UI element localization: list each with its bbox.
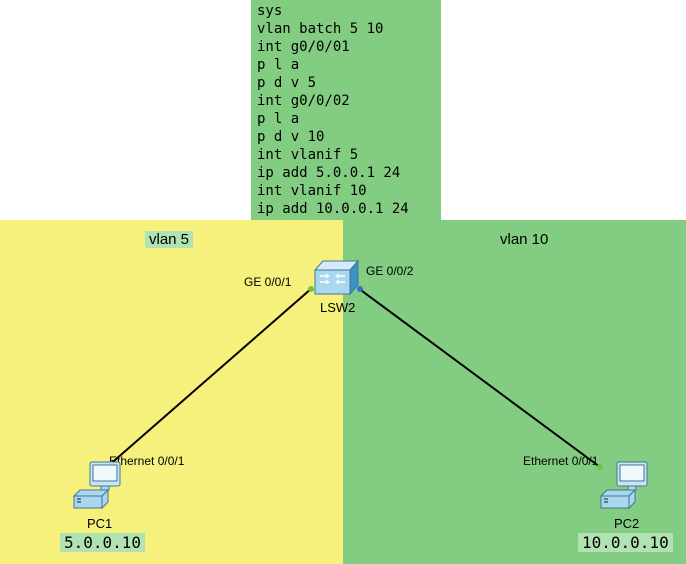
- pc-icon: [68, 460, 128, 516]
- vlan5-label: vlan 5: [145, 231, 193, 248]
- port-label: GE 0/0/1: [244, 275, 291, 289]
- port-label: GE 0/0/2: [366, 264, 413, 278]
- pc1-label: PC1: [87, 516, 112, 531]
- switch-label: LSW2: [320, 300, 355, 315]
- vlan10-label: vlan 10: [500, 231, 548, 248]
- pc1-ip: 5.0.0.10: [60, 533, 145, 552]
- pc2-node[interactable]: [595, 460, 655, 519]
- pc1-node[interactable]: [68, 460, 128, 519]
- region-vlan5: [0, 220, 343, 564]
- pc2-ip: 10.0.0.10: [578, 533, 673, 552]
- pc2-label: PC2: [614, 516, 639, 531]
- diagram-canvas: sys vlan batch 5 10 int g0/0/01 p l a p …: [0, 0, 686, 564]
- switch-node[interactable]: [310, 258, 360, 303]
- port-label: Ethernet 0/0/1: [523, 454, 598, 468]
- switch-icon: [310, 258, 360, 300]
- pc-icon: [595, 460, 655, 516]
- cli-config-block: sys vlan batch 5 10 int g0/0/01 p l a p …: [251, 0, 415, 220]
